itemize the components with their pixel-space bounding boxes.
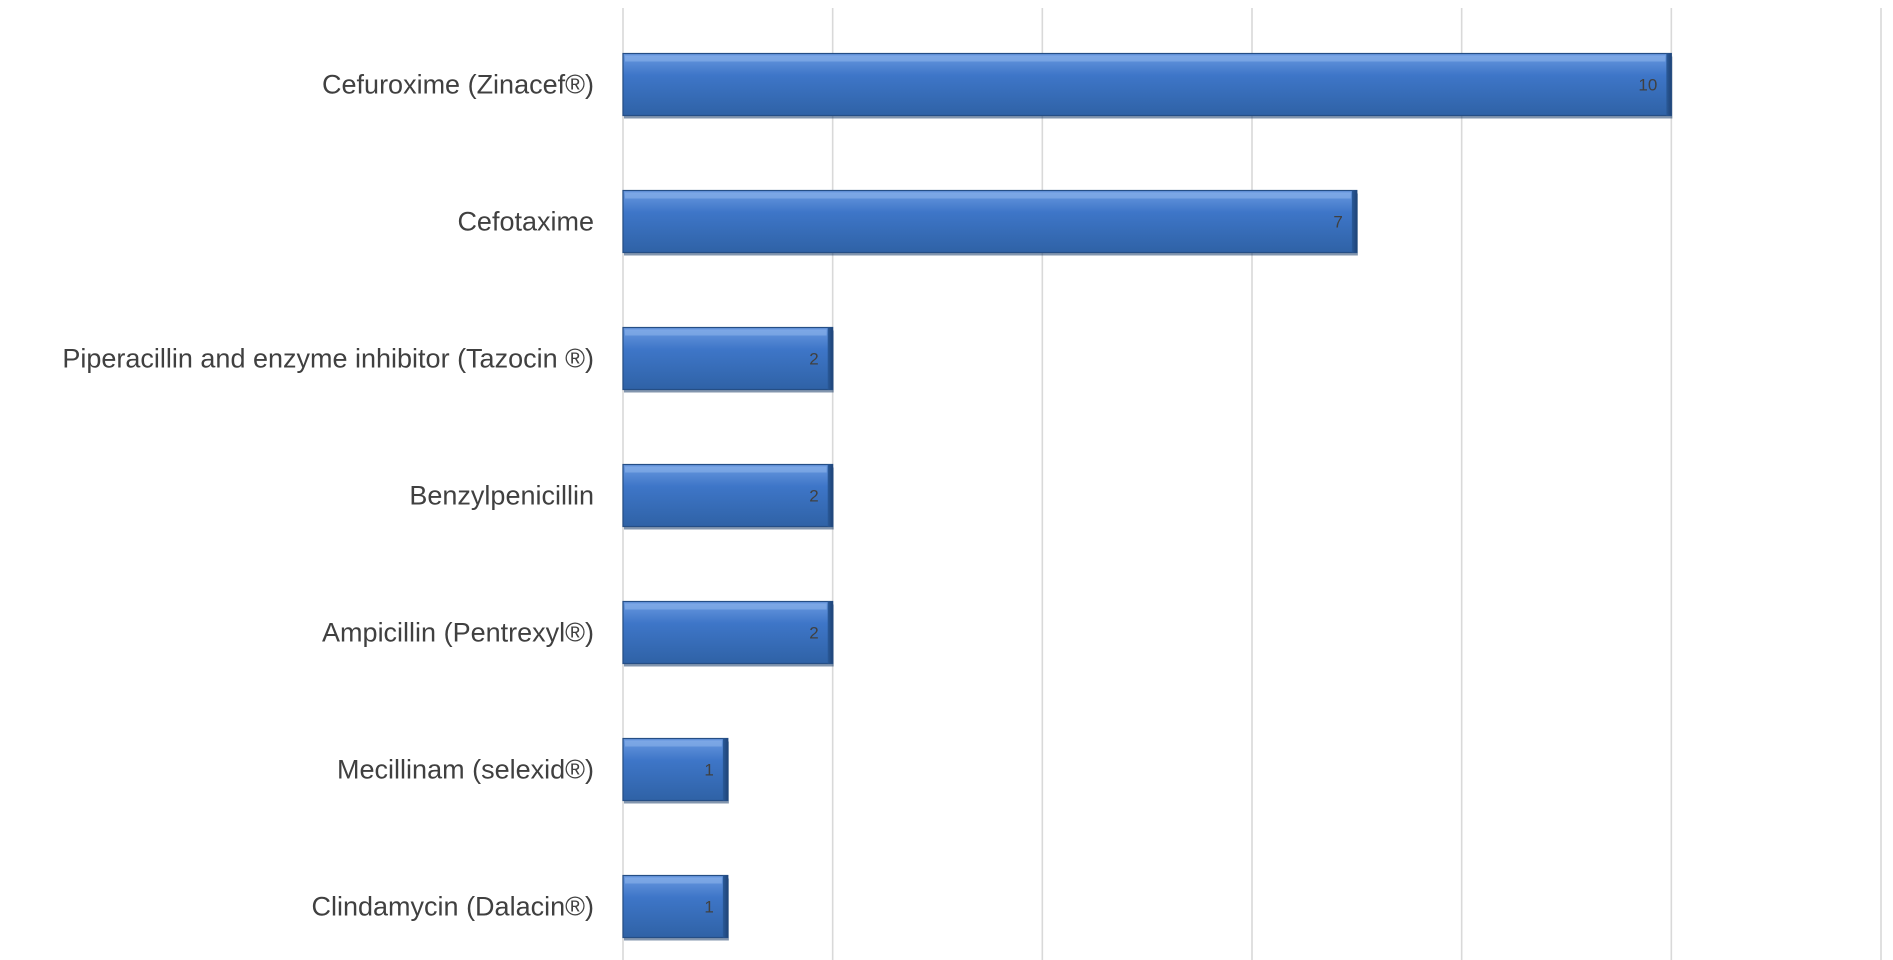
bar-group-5: 1 <box>622 737 729 804</box>
category-label: Benzylpenicillin <box>409 481 594 511</box>
bar <box>622 600 834 665</box>
bar-end-bevel <box>722 738 728 801</box>
data-label: 1 <box>704 761 713 780</box>
bar-group-2: 2 <box>622 326 834 393</box>
data-label: 10 <box>1638 76 1657 95</box>
bar-highlight <box>625 603 827 610</box>
bar <box>622 189 1358 254</box>
data-label: 2 <box>809 624 818 643</box>
category-labels: Cefuroxime (Zinacef®) Cefotaxime Piperacil… <box>62 70 594 922</box>
bar <box>622 463 834 528</box>
bar <box>622 326 834 391</box>
data-label: 2 <box>809 487 818 506</box>
bar-end-bevel <box>722 875 728 938</box>
bar <box>622 52 1672 117</box>
bar-highlight <box>625 55 1666 62</box>
category-label: Mecillinam (selexid®) <box>337 755 594 785</box>
bar-highlight <box>625 740 722 747</box>
bar-highlight <box>625 192 1351 199</box>
bar-group-0: 10 <box>622 52 1673 119</box>
data-label: 1 <box>704 898 713 917</box>
bar-end-bevel <box>827 464 833 527</box>
bar-end-bevel <box>827 327 833 390</box>
category-label: Cefuroxime (Zinacef®) <box>322 70 594 100</box>
bar-group-3: 2 <box>622 463 834 530</box>
category-label: Clindamycin (Dalacin®) <box>312 892 594 922</box>
bar-group-6: 1 <box>622 874 729 941</box>
bars: 10 7 2 2 2 1 1 <box>622 52 1673 941</box>
data-label: 7 <box>1333 213 1342 232</box>
bar-group-4: 2 <box>622 600 834 667</box>
bar-highlight <box>625 466 827 473</box>
bar-end-bevel <box>1666 53 1672 116</box>
category-label: Piperacillin and enzyme inhibitor (Tazoc… <box>62 344 594 374</box>
category-label: Cefotaxime <box>457 207 594 237</box>
bar-group-1: 7 <box>622 189 1358 256</box>
bar-end-bevel <box>1351 190 1357 253</box>
bar-end-bevel <box>827 601 833 664</box>
data-label: 2 <box>809 350 818 369</box>
bar <box>622 737 729 802</box>
bar-highlight <box>625 877 722 884</box>
category-label: Ampicillin (Pentrexyl®) <box>322 618 594 648</box>
gridlines <box>622 8 1882 960</box>
bar <box>622 874 729 939</box>
bar-highlight <box>625 329 827 336</box>
